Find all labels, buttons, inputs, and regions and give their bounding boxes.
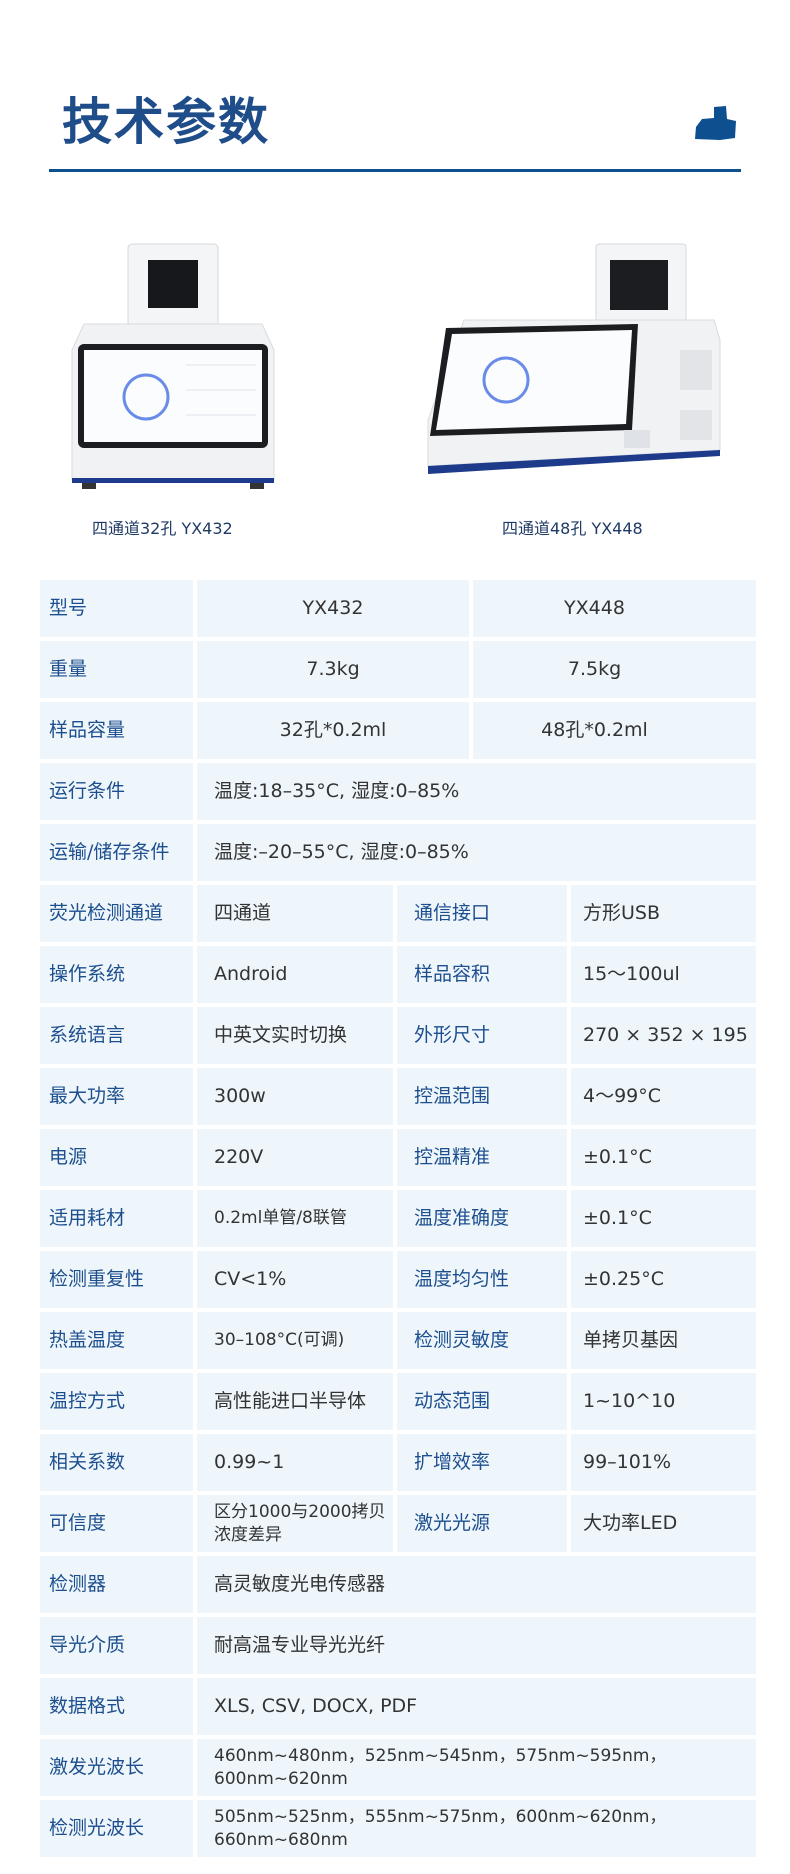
spec-value: ±0.1°C	[571, 1129, 756, 1186]
spec-row: 适用耗材 0.2ml单管/8联管 温度准确度 ±0.1°C	[40, 1190, 756, 1247]
spec-value: 300w	[197, 1068, 393, 1125]
spec-label: 最大功率	[40, 1068, 193, 1125]
spec-label: 温度均匀性	[397, 1251, 567, 1308]
spec-row: 数据格式 XLS, CSV, DOCX, PDF	[40, 1678, 756, 1735]
spec-label: 检测重复性	[40, 1251, 193, 1308]
spec-value: 0.2ml单管/8联管	[197, 1190, 393, 1247]
spec-label: 温度准确度	[397, 1190, 567, 1247]
spec-value: XLS, CSV, DOCX, PDF	[197, 1678, 756, 1735]
spec-label: 外形尺寸	[397, 1007, 567, 1064]
instrument-logo-icon	[695, 106, 736, 140]
spec-row: 激发光波长 460nm~480nm，525nm~545nm，575nm~595nm…	[40, 1739, 756, 1796]
spec-row: 检测光波长 505nm~525nm，555nm~575nm，600nm~620nm…	[40, 1800, 756, 1857]
spec-label: 相关系数	[40, 1434, 193, 1491]
spec-label: 检测器	[40, 1556, 193, 1613]
spec-value: 460nm~480nm，525nm~545nm，575nm~595nm，600n…	[197, 1739, 756, 1796]
spec-value: 区分1000与2000拷贝浓度差异	[197, 1495, 393, 1552]
spec-value: 505nm~525nm，555nm~575nm，600nm~620nm，660n…	[197, 1800, 756, 1857]
spec-value: 温度:18–35°C, 湿度:0–85%	[197, 763, 756, 820]
spec-label: 检测光波长	[40, 1800, 193, 1857]
spec-row: 温控方式 高性能进口半导体 动态范围 1~10^10	[40, 1373, 756, 1430]
spec-value: 高灵敏度光电传感器	[197, 1556, 756, 1613]
spec-value: Android	[197, 946, 393, 1003]
spec-label: 激发光波长	[40, 1739, 193, 1796]
spec-label: 荧光检测通道	[40, 885, 193, 942]
spec-value: 1~10^10	[571, 1373, 756, 1430]
spec-row: 检测器 高灵敏度光电传感器	[40, 1556, 756, 1613]
spec-label: 动态范围	[397, 1373, 567, 1430]
spec-value: 270 × 352 × 195	[571, 1007, 756, 1064]
spec-label: 运行条件	[40, 763, 193, 820]
spec-value: 方形USB	[571, 885, 756, 942]
spec-value: 30–108°C(可调)	[197, 1312, 393, 1369]
spec-value: 温度:–20–55°C, 湿度:0–85%	[197, 824, 756, 881]
spec-value-yx448: YX448	[473, 580, 756, 637]
spec-value: 大功率LED	[571, 1495, 756, 1552]
spec-row: 导光介质 耐高温专业导光光纤	[40, 1617, 756, 1674]
spec-value: 15～100ul	[571, 946, 756, 1003]
spec-label: 操作系统	[40, 946, 193, 1003]
spec-label: 运输/储存条件	[40, 824, 193, 881]
product-caption-yx448: 四通道48孔 YX448	[502, 519, 643, 538]
spec-label: 数据格式	[40, 1678, 193, 1735]
spec-value-yx432: 7.3kg	[197, 641, 469, 698]
spec-row-weight: 重量 7.3kg 7.5kg	[40, 641, 756, 698]
title-divider	[49, 169, 741, 172]
spec-row: 热盖温度 30–108°C(可调) 检测灵敏度 单拷贝基因	[40, 1312, 756, 1369]
spec-row: 运输/储存条件 温度:–20–55°C, 湿度:0–85%	[40, 824, 756, 881]
spec-label: 检测灵敏度	[397, 1312, 567, 1369]
spec-label: 样品容量	[40, 702, 193, 759]
spec-label: 型号	[40, 580, 193, 637]
spec-row-capacity: 样品容量 32孔*0.2ml 48孔*0.2ml	[40, 702, 756, 759]
spec-row: 电源 220V 控温精准 ±0.1°C	[40, 1129, 756, 1186]
spec-label: 适用耗材	[40, 1190, 193, 1247]
spec-row: 荧光检测通道 四通道 通信接口 方形USB	[40, 885, 756, 942]
spec-value: 四通道	[197, 885, 393, 942]
spec-label: 控温精准	[397, 1129, 567, 1186]
product-image-yx448	[427, 243, 721, 474]
spec-row: 操作系统 Android 样品容积 15～100ul	[40, 946, 756, 1003]
spec-row: 最大功率 300w 控温范围 4～99°C	[40, 1068, 756, 1125]
spec-label: 可信度	[40, 1495, 193, 1552]
spec-label: 温控方式	[40, 1373, 193, 1430]
spec-label: 控温范围	[397, 1068, 567, 1125]
spec-row: 检测重复性 CV<1% 温度均匀性 ±0.25°C	[40, 1251, 756, 1308]
spec-label: 通信接口	[397, 885, 567, 942]
spec-table: 型号 YX432 YX448 重量 7.3kg 7.5kg 样品容量 32孔*0…	[40, 580, 756, 1857]
spec-value: ±0.25°C	[571, 1251, 756, 1308]
spec-value-yx432: YX432	[197, 580, 469, 637]
spec-value-yx448: 7.5kg	[473, 641, 756, 698]
spec-row: 相关系数 0.99~1 扩增效率 99–101%	[40, 1434, 756, 1491]
product-image-yx432	[71, 243, 275, 489]
spec-value-yx448: 48孔*0.2ml	[473, 702, 756, 759]
spec-label: 激光光源	[397, 1495, 567, 1552]
spec-value: 单拷贝基因	[571, 1312, 756, 1369]
spec-value-yx432: 32孔*0.2ml	[197, 702, 469, 759]
spec-row: 系统语言 中英文实时切换 外形尺寸 270 × 352 × 195	[40, 1007, 756, 1064]
spec-value: CV<1%	[197, 1251, 393, 1308]
spec-value: 耐高温专业导光光纤	[197, 1617, 756, 1674]
spec-value: 高性能进口半导体	[197, 1373, 393, 1430]
spec-row: 运行条件 温度:18–35°C, 湿度:0–85%	[40, 763, 756, 820]
spec-value: 99–101%	[571, 1434, 756, 1491]
spec-label: 电源	[40, 1129, 193, 1186]
spec-value: 0.99~1	[197, 1434, 393, 1491]
spec-row-model: 型号 YX432 YX448	[40, 580, 756, 637]
spec-value: ±0.1°C	[571, 1190, 756, 1247]
spec-value: 4～99°C	[571, 1068, 756, 1125]
spec-value: 220V	[197, 1129, 393, 1186]
spec-value: 中英文实时切换	[197, 1007, 393, 1064]
page-title: 技术参数	[62, 93, 270, 151]
spec-label: 系统语言	[40, 1007, 193, 1064]
spec-label: 重量	[40, 641, 193, 698]
spec-label: 导光介质	[40, 1617, 193, 1674]
spec-label: 扩增效率	[397, 1434, 567, 1491]
spec-label: 热盖温度	[40, 1312, 193, 1369]
spec-row: 可信度 区分1000与2000拷贝浓度差异 激光光源 大功率LED	[40, 1495, 756, 1552]
spec-label: 样品容积	[397, 946, 567, 1003]
product-caption-yx432: 四通道32孔 YX432	[92, 519, 233, 538]
